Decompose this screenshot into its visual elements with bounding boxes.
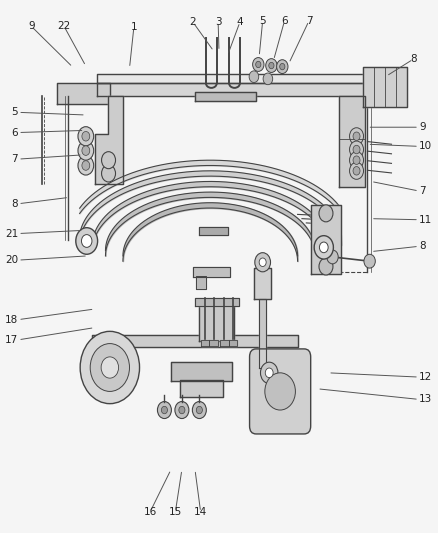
Polygon shape xyxy=(254,268,272,300)
Text: 18: 18 xyxy=(5,314,18,325)
Circle shape xyxy=(81,235,92,247)
Text: 7: 7 xyxy=(11,154,18,164)
Circle shape xyxy=(261,362,278,383)
Text: 7: 7 xyxy=(306,16,312,26)
Circle shape xyxy=(266,59,277,72)
Polygon shape xyxy=(92,335,297,348)
Circle shape xyxy=(259,258,266,266)
Polygon shape xyxy=(201,340,209,346)
Text: 9: 9 xyxy=(419,122,426,132)
Polygon shape xyxy=(220,340,229,346)
Text: 6: 6 xyxy=(11,127,18,138)
Text: 6: 6 xyxy=(281,16,288,26)
Circle shape xyxy=(327,250,338,264)
Polygon shape xyxy=(363,67,407,107)
Circle shape xyxy=(82,132,90,141)
Circle shape xyxy=(78,141,94,160)
Circle shape xyxy=(353,166,360,175)
Circle shape xyxy=(277,60,288,74)
Text: 5: 5 xyxy=(259,16,266,26)
Circle shape xyxy=(102,152,116,168)
Circle shape xyxy=(192,401,206,418)
Polygon shape xyxy=(180,379,223,397)
Circle shape xyxy=(350,152,364,168)
Circle shape xyxy=(157,401,171,418)
Circle shape xyxy=(319,242,328,253)
Polygon shape xyxy=(195,298,239,306)
Circle shape xyxy=(76,228,98,254)
Polygon shape xyxy=(97,83,385,96)
Circle shape xyxy=(179,406,185,414)
Polygon shape xyxy=(195,92,256,101)
Circle shape xyxy=(353,132,360,141)
Text: 16: 16 xyxy=(143,507,157,517)
Circle shape xyxy=(269,62,274,69)
Circle shape xyxy=(319,258,333,275)
Text: 15: 15 xyxy=(169,507,182,517)
Circle shape xyxy=(82,146,90,156)
Polygon shape xyxy=(259,300,266,368)
Circle shape xyxy=(353,156,360,165)
Circle shape xyxy=(280,63,285,70)
Text: 5: 5 xyxy=(11,107,18,117)
Text: 20: 20 xyxy=(5,255,18,265)
Text: 22: 22 xyxy=(57,21,71,31)
Polygon shape xyxy=(311,205,341,274)
Text: 9: 9 xyxy=(28,21,35,31)
Polygon shape xyxy=(196,276,206,289)
Circle shape xyxy=(102,165,116,182)
Circle shape xyxy=(265,373,295,410)
Circle shape xyxy=(255,253,271,272)
Circle shape xyxy=(350,163,364,179)
Text: 8: 8 xyxy=(11,199,18,209)
Text: 10: 10 xyxy=(419,141,432,151)
Polygon shape xyxy=(97,74,385,83)
Circle shape xyxy=(319,205,333,222)
Polygon shape xyxy=(339,96,365,187)
Circle shape xyxy=(364,254,375,268)
Polygon shape xyxy=(95,96,123,184)
Circle shape xyxy=(101,357,119,378)
Polygon shape xyxy=(57,83,110,104)
Circle shape xyxy=(249,71,259,83)
Circle shape xyxy=(82,161,90,170)
Text: 3: 3 xyxy=(215,17,222,27)
Polygon shape xyxy=(199,304,234,341)
Text: 7: 7 xyxy=(419,186,426,196)
Circle shape xyxy=(263,73,273,85)
Circle shape xyxy=(161,406,167,414)
Text: 11: 11 xyxy=(419,215,432,225)
Polygon shape xyxy=(193,266,230,277)
Text: 8: 8 xyxy=(419,241,426,251)
Polygon shape xyxy=(229,340,237,346)
Text: 12: 12 xyxy=(419,372,432,382)
Text: 17: 17 xyxy=(5,335,18,345)
Polygon shape xyxy=(199,227,228,235)
Text: 21: 21 xyxy=(5,229,18,239)
Polygon shape xyxy=(171,362,232,381)
Circle shape xyxy=(353,146,360,154)
Circle shape xyxy=(196,406,202,414)
Polygon shape xyxy=(209,340,218,346)
Circle shape xyxy=(78,156,94,175)
Text: 4: 4 xyxy=(237,17,243,27)
Circle shape xyxy=(350,141,364,158)
FancyBboxPatch shape xyxy=(250,349,311,434)
Text: 2: 2 xyxy=(190,17,196,27)
Circle shape xyxy=(90,344,130,391)
Text: 14: 14 xyxy=(194,507,207,517)
Circle shape xyxy=(80,332,140,403)
Circle shape xyxy=(253,58,264,71)
Circle shape xyxy=(78,127,94,146)
Circle shape xyxy=(314,236,333,259)
Circle shape xyxy=(256,61,261,68)
Text: 13: 13 xyxy=(419,394,432,405)
Circle shape xyxy=(265,368,273,377)
Circle shape xyxy=(350,128,364,145)
Text: 8: 8 xyxy=(410,54,417,64)
Text: 1: 1 xyxy=(131,22,137,33)
Circle shape xyxy=(175,401,189,418)
